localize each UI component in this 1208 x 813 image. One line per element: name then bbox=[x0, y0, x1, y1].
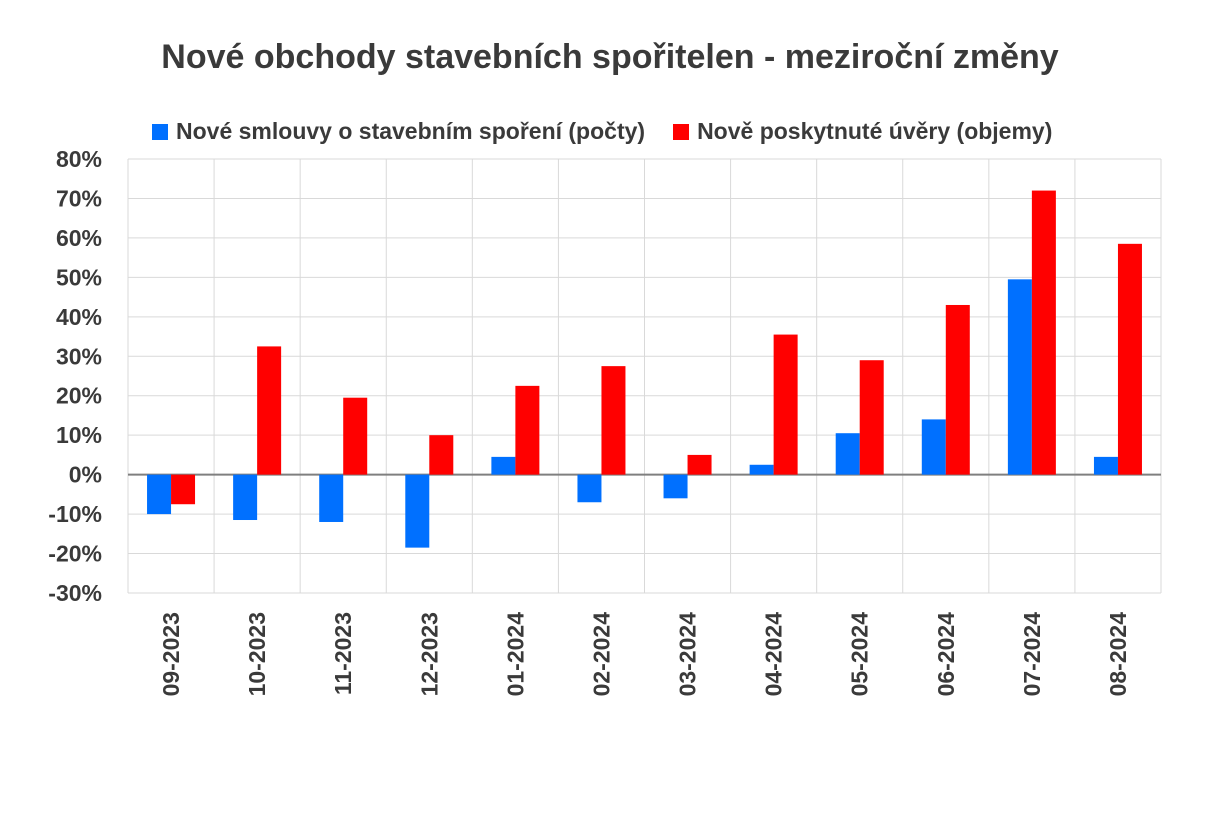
bar-contracts bbox=[233, 474, 258, 521]
bar-loans bbox=[859, 360, 884, 475]
y-tick-label: 10% bbox=[56, 422, 102, 448]
bar-loans bbox=[257, 346, 282, 475]
bar-loans bbox=[171, 474, 196, 505]
x-tick-label: 11-2023 bbox=[330, 612, 356, 695]
bar-contracts bbox=[1007, 279, 1032, 475]
bar-loans bbox=[1117, 243, 1142, 475]
bar-loans bbox=[687, 454, 712, 475]
bar-loans bbox=[945, 304, 970, 475]
bar-loans bbox=[1031, 190, 1056, 475]
y-tick-label: 0% bbox=[69, 462, 102, 488]
y-tick-label: 70% bbox=[56, 185, 102, 211]
bar-loans bbox=[601, 366, 626, 475]
bar-loans bbox=[429, 435, 454, 475]
bar-contracts bbox=[1093, 456, 1118, 475]
y-tick-label: 50% bbox=[56, 264, 102, 290]
bar-contracts bbox=[319, 474, 344, 522]
y-tick-label: 40% bbox=[56, 304, 102, 330]
bar-contracts bbox=[663, 474, 688, 499]
x-tick-label: 04-2024 bbox=[761, 612, 787, 697]
legend: Nové smlouvy o stavebním spoření (počty)… bbox=[152, 118, 1080, 145]
x-tick-label: 03-2024 bbox=[675, 612, 701, 697]
bar-loans bbox=[773, 334, 798, 475]
x-tick-label: 08-2024 bbox=[1105, 612, 1131, 697]
x-tick-label: 09-2023 bbox=[158, 612, 184, 696]
x-tick-label: 06-2024 bbox=[933, 612, 959, 697]
y-tick-label: 30% bbox=[56, 343, 102, 369]
bar-contracts bbox=[405, 474, 430, 548]
bar-contracts bbox=[577, 474, 602, 503]
legend-item-contracts: Nové smlouvy o stavebním spoření (počty) bbox=[152, 118, 645, 145]
bar-contracts bbox=[147, 474, 172, 515]
bar-contracts bbox=[835, 433, 860, 475]
legend-label-loans: Nově poskytnuté úvěry (objemy) bbox=[697, 118, 1053, 144]
bar-contracts bbox=[921, 419, 946, 475]
legend-label-contracts: Nové smlouvy o stavebním spoření (počty) bbox=[176, 118, 646, 144]
legend-item-loans: Nově poskytnuté úvěry (objemy) bbox=[673, 118, 1052, 145]
y-tick-label: 80% bbox=[56, 146, 102, 172]
x-tick-label: 02-2024 bbox=[588, 612, 614, 697]
bar-contracts bbox=[491, 456, 516, 475]
y-tick-label: -10% bbox=[48, 501, 102, 527]
x-tick-label: 05-2024 bbox=[847, 612, 873, 697]
x-tick-label: 07-2024 bbox=[1019, 612, 1045, 697]
y-tick-label: -30% bbox=[48, 580, 102, 606]
y-tick-label: 20% bbox=[56, 383, 102, 409]
y-tick-label: -20% bbox=[48, 541, 102, 567]
legend-swatch-loans bbox=[673, 123, 690, 140]
legend-swatch-contracts bbox=[152, 123, 168, 140]
bar-contracts bbox=[749, 464, 774, 475]
chart-title: Nové obchody stavebních spořitelen - mez… bbox=[161, 38, 1059, 76]
x-tick-label: 12-2023 bbox=[416, 612, 442, 696]
x-tick-label: 01-2024 bbox=[502, 612, 528, 697]
bar-loans bbox=[515, 385, 540, 475]
bar-loans bbox=[343, 397, 368, 475]
y-tick-label: 60% bbox=[56, 225, 102, 251]
x-tick-label: 10-2023 bbox=[244, 612, 270, 696]
